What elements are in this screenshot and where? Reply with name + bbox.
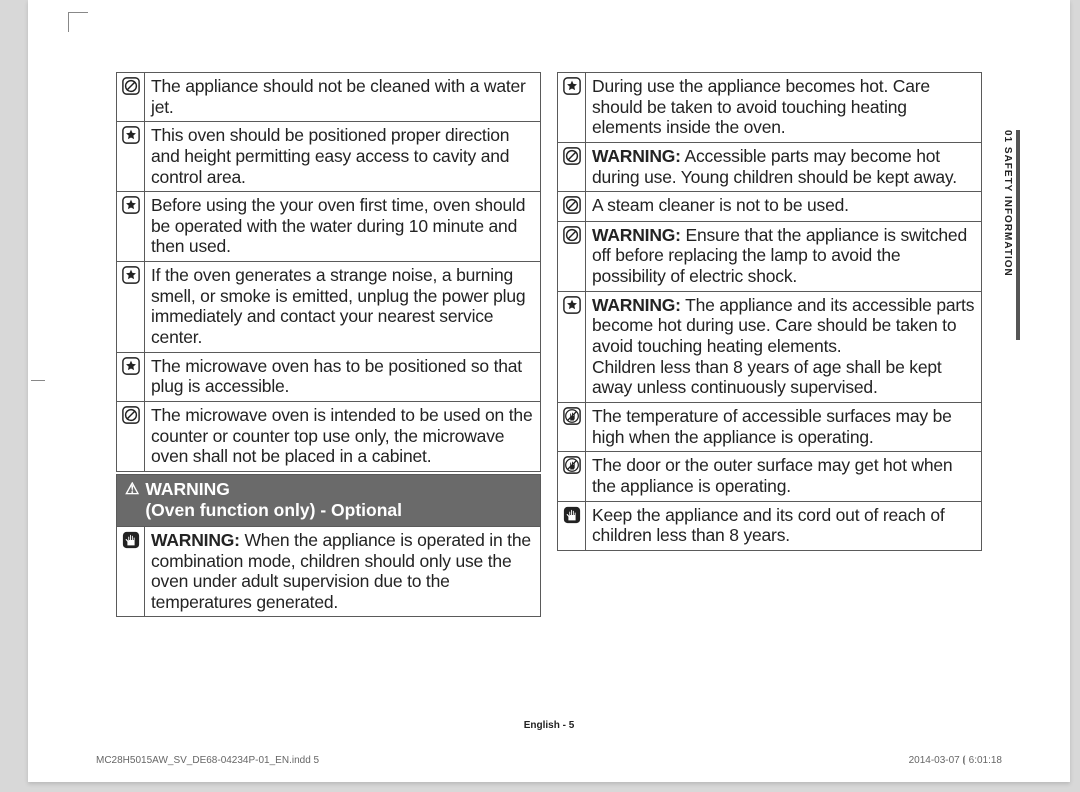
warning-triangle-icon: ⚠ xyxy=(125,480,139,499)
safety-text: The temperature of accessible surfaces m… xyxy=(586,402,982,451)
safety-row: Keep the appliance and its cord out of r… xyxy=(558,501,982,550)
safety-text: WARNING: The appliance and its accessibl… xyxy=(586,291,982,402)
safety-row: WARNING: When the appliance is operated … xyxy=(117,526,541,617)
safety-text: The microwave oven has to be positioned … xyxy=(145,352,541,401)
page-footer-right: 2014-03-07 ⦗ 6:01:18 xyxy=(909,755,1002,766)
safety-text: The door or the outer surface may get ho… xyxy=(586,452,982,501)
safety-row: If the oven generates a strange noise, a… xyxy=(117,262,541,353)
safety-row: The microwave oven has to be positioned … xyxy=(117,352,541,401)
warning-header: ⚠ WARNING (Oven function only) - Optiona… xyxy=(116,474,541,526)
page-footer-center: English - 5 xyxy=(28,720,1070,731)
star-icon xyxy=(558,73,586,143)
safety-text: The microwave oven is intended to be use… xyxy=(145,401,541,471)
crop-mark-mid xyxy=(31,380,45,381)
content-columns: The appliance should not be cleaned with… xyxy=(116,72,986,619)
safety-text: The appliance should not be cleaned with… xyxy=(145,73,541,122)
safety-text: This oven should be positioned proper di… xyxy=(145,122,541,192)
warning-header-text: WARNING (Oven function only) - Optional xyxy=(145,479,402,521)
prohibit-icon xyxy=(117,401,145,471)
safety-text: Keep the appliance and its cord out of r… xyxy=(586,501,982,550)
left-column: The appliance should not be cleaned with… xyxy=(116,72,541,619)
section-tab: 01 SAFETY INFORMATION xyxy=(1002,130,1020,340)
star-icon xyxy=(117,192,145,262)
notouch-icon xyxy=(558,452,586,501)
safety-row: This oven should be positioned proper di… xyxy=(117,122,541,192)
safety-row: WARNING: Ensure that the appliance is sw… xyxy=(558,221,982,291)
safety-row: The microwave oven is intended to be use… xyxy=(117,401,541,471)
safety-text: WARNING: Ensure that the appliance is sw… xyxy=(586,221,982,291)
warning-table: WARNING: When the appliance is operated … xyxy=(116,526,541,618)
prohibit-icon xyxy=(558,192,586,222)
prohibit-icon xyxy=(558,142,586,191)
prohibit-icon xyxy=(558,221,586,291)
page-footer-left: MC28H5015AW_SV_DE68-04234P-01_EN.indd 5 xyxy=(96,755,319,766)
safety-text: Before using the your oven first time, o… xyxy=(145,192,541,262)
prohibit-icon xyxy=(117,73,145,122)
safety-row: Before using the your oven first time, o… xyxy=(117,192,541,262)
right-column: During use the appliance becomes hot. Ca… xyxy=(557,72,982,619)
safety-row: The temperature of accessible surfaces m… xyxy=(558,402,982,451)
hand-icon xyxy=(558,501,586,550)
safety-text: If the oven generates a strange noise, a… xyxy=(145,262,541,353)
star-icon xyxy=(558,291,586,402)
safety-table-left: The appliance should not be cleaned with… xyxy=(116,72,541,472)
hand-icon xyxy=(117,526,145,617)
safety-table-right: During use the appliance becomes hot. Ca… xyxy=(557,72,982,551)
safety-text: During use the appliance becomes hot. Ca… xyxy=(586,73,982,143)
star-icon xyxy=(117,262,145,353)
safety-row: The appliance should not be cleaned with… xyxy=(117,73,541,122)
safety-text: A steam cleaner is not to be used. xyxy=(586,192,982,222)
manual-page: The appliance should not be cleaned with… xyxy=(28,0,1070,782)
crop-mark-corner xyxy=(68,12,88,32)
star-icon xyxy=(117,352,145,401)
star-icon xyxy=(117,122,145,192)
safety-text: WARNING: When the appliance is operated … xyxy=(145,526,541,617)
safety-row: WARNING: Accessible parts may become hot… xyxy=(558,142,982,191)
safety-text: WARNING: Accessible parts may become hot… xyxy=(586,142,982,191)
safety-row: The door or the outer surface may get ho… xyxy=(558,452,982,501)
safety-row: During use the appliance becomes hot. Ca… xyxy=(558,73,982,143)
notouch-icon xyxy=(558,402,586,451)
safety-row: A steam cleaner is not to be used. xyxy=(558,192,982,222)
safety-row: WARNING: The appliance and its accessibl… xyxy=(558,291,982,402)
